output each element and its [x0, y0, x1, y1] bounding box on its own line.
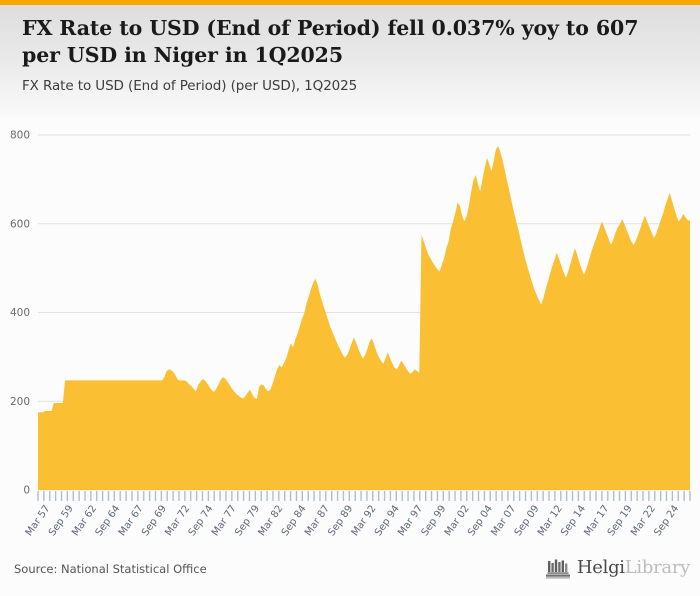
series-area-fill: [38, 146, 690, 490]
chart-plot-area: 0 200 400 600 800 Mar 57 Sep 59 Mar 62 Sep 64 Ma…: [0, 118, 700, 545]
helgi-library-logo[interactable]: HelgiLibrary: [545, 557, 690, 579]
chart-title: FX Rate to USD (End of Period) fell 0.03…: [22, 16, 639, 67]
library-building-icon: [545, 559, 570, 579]
logo-library-text: Library: [624, 557, 691, 578]
y-axis-labels: 0 200 400 600 800: [10, 130, 30, 497]
y-axis-tick-label: 600: [10, 218, 30, 230]
chart-header: FX Rate to USD (End of Period) fell 0.03…: [0, 5, 700, 118]
y-axis-tick-label: 200: [10, 396, 30, 408]
x-axis-tick-label: Sep 24: [652, 503, 681, 538]
logo-helgi-text: Helgi: [576, 557, 625, 578]
y-axis-tick-label: 800: [10, 130, 30, 142]
x-axis-tick-marks: [37, 491, 691, 501]
chart-subtitle: FX Rate to USD (End of Period) (per USD)…: [22, 78, 358, 94]
source-note: Source: National Statistical Office: [14, 562, 207, 576]
y-axis-tick-label: 0: [23, 485, 30, 497]
chart-footer: Source: National Statistical Office Helg…: [0, 545, 700, 596]
y-axis-tick-label: 400: [10, 307, 30, 319]
top-accent-bar: [0, 0, 700, 5]
logo-text: HelgiLibrary: [577, 557, 690, 579]
